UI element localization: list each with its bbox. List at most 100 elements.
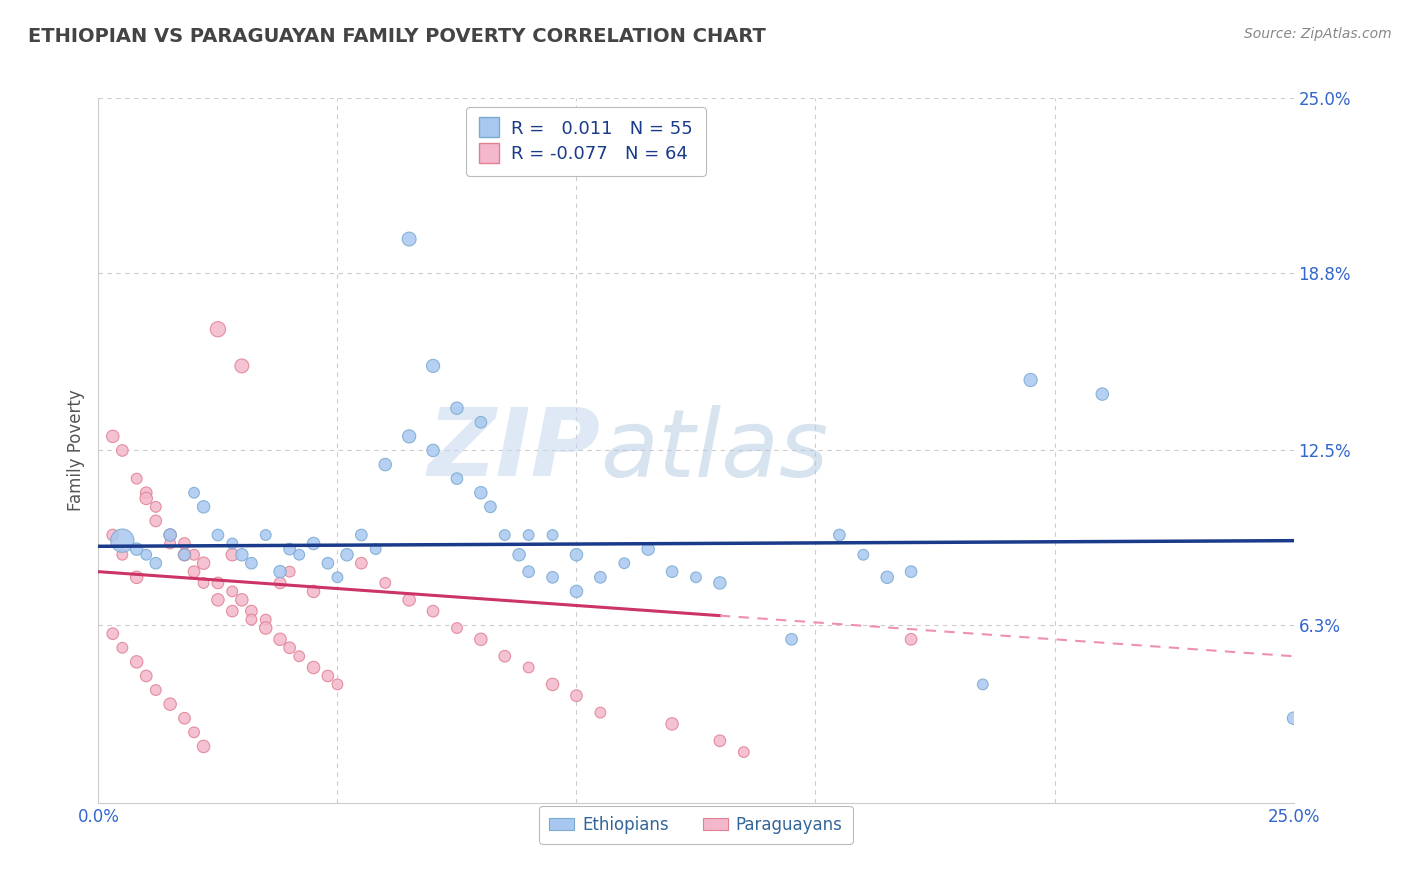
Point bbox=[541, 570, 564, 584]
Point bbox=[398, 429, 420, 443]
Point bbox=[350, 556, 373, 570]
Point bbox=[101, 528, 124, 542]
Point bbox=[173, 548, 195, 562]
Point bbox=[125, 542, 148, 557]
Point bbox=[159, 528, 181, 542]
Point bbox=[374, 576, 396, 591]
Text: ETHIOPIAN VS PARAGUAYAN FAMILY POVERTY CORRELATION CHART: ETHIOPIAN VS PARAGUAYAN FAMILY POVERTY C… bbox=[28, 27, 766, 45]
Point bbox=[221, 548, 243, 562]
Point bbox=[517, 528, 540, 542]
Point bbox=[254, 528, 277, 542]
Point bbox=[780, 632, 803, 647]
Point bbox=[193, 576, 215, 591]
Point bbox=[269, 576, 291, 591]
Point bbox=[374, 458, 396, 472]
Point bbox=[135, 491, 157, 506]
Point bbox=[183, 565, 205, 579]
Y-axis label: Family Poverty: Family Poverty bbox=[66, 390, 84, 511]
Point bbox=[254, 621, 277, 635]
Point bbox=[111, 640, 134, 655]
Point bbox=[159, 697, 181, 711]
Point bbox=[193, 556, 215, 570]
Point bbox=[302, 536, 325, 550]
Point bbox=[183, 485, 205, 500]
Point bbox=[852, 548, 875, 562]
Point bbox=[336, 548, 359, 562]
Point bbox=[613, 556, 636, 570]
Point bbox=[350, 528, 373, 542]
Point bbox=[326, 677, 349, 691]
Point bbox=[494, 528, 516, 542]
Point bbox=[231, 359, 253, 373]
Point bbox=[661, 717, 683, 731]
Point bbox=[269, 565, 291, 579]
Point bbox=[288, 548, 311, 562]
Point bbox=[479, 500, 502, 514]
Point bbox=[733, 745, 755, 759]
Point bbox=[101, 429, 124, 443]
Point bbox=[446, 472, 468, 486]
Point bbox=[221, 604, 243, 618]
Text: ZIP: ZIP bbox=[427, 404, 600, 497]
Point bbox=[240, 613, 263, 627]
Point bbox=[316, 669, 339, 683]
Point bbox=[145, 514, 167, 528]
Point bbox=[470, 485, 492, 500]
Point bbox=[302, 660, 325, 674]
Point bbox=[661, 565, 683, 579]
Point bbox=[231, 548, 253, 562]
Point bbox=[972, 677, 994, 691]
Point bbox=[231, 592, 253, 607]
Point bbox=[269, 632, 291, 647]
Point bbox=[422, 443, 444, 458]
Point bbox=[221, 584, 243, 599]
Point bbox=[709, 733, 731, 747]
Point bbox=[145, 683, 167, 698]
Point bbox=[173, 548, 195, 562]
Point bbox=[589, 706, 612, 720]
Point bbox=[135, 485, 157, 500]
Point bbox=[1091, 387, 1114, 401]
Point bbox=[565, 584, 588, 599]
Point bbox=[193, 500, 215, 514]
Point bbox=[240, 604, 263, 618]
Point bbox=[207, 322, 229, 336]
Point bbox=[470, 632, 492, 647]
Legend: Ethiopians, Paraguayans: Ethiopians, Paraguayans bbox=[540, 805, 852, 844]
Point bbox=[422, 359, 444, 373]
Point bbox=[101, 626, 124, 640]
Point bbox=[541, 528, 564, 542]
Point bbox=[508, 548, 530, 562]
Point bbox=[111, 443, 134, 458]
Point bbox=[183, 725, 205, 739]
Point bbox=[173, 711, 195, 725]
Point bbox=[207, 576, 229, 591]
Point bbox=[254, 613, 277, 627]
Point bbox=[316, 556, 339, 570]
Point bbox=[446, 621, 468, 635]
Text: atlas: atlas bbox=[600, 405, 828, 496]
Point bbox=[1019, 373, 1042, 387]
Point bbox=[207, 592, 229, 607]
Point bbox=[517, 565, 540, 579]
Point bbox=[145, 500, 167, 514]
Point bbox=[173, 536, 195, 550]
Point bbox=[125, 655, 148, 669]
Point bbox=[145, 556, 167, 570]
Point bbox=[494, 649, 516, 664]
Point bbox=[685, 570, 707, 584]
Point bbox=[398, 592, 420, 607]
Point bbox=[565, 548, 588, 562]
Point bbox=[111, 533, 134, 548]
Point bbox=[111, 548, 134, 562]
Point bbox=[565, 689, 588, 703]
Point bbox=[364, 542, 387, 557]
Point bbox=[470, 415, 492, 429]
Point bbox=[278, 542, 301, 557]
Point bbox=[709, 576, 731, 591]
Point bbox=[302, 584, 325, 599]
Text: Source: ZipAtlas.com: Source: ZipAtlas.com bbox=[1244, 27, 1392, 41]
Point bbox=[221, 536, 243, 550]
Point bbox=[517, 660, 540, 674]
Point bbox=[446, 401, 468, 416]
